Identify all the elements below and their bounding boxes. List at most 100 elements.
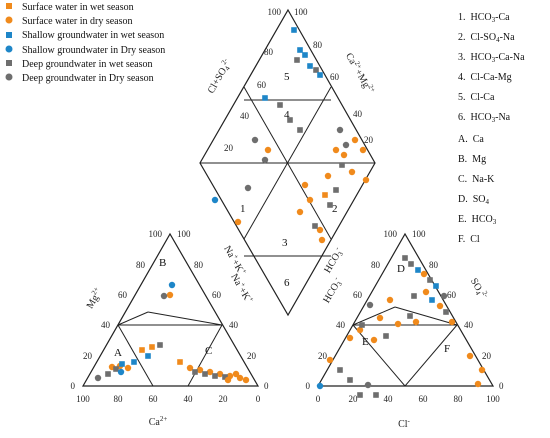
sample-point	[242, 376, 250, 384]
diamond-left-tick: 60	[257, 80, 267, 90]
sample-point	[326, 356, 334, 364]
sample-point	[415, 267, 421, 273]
type-key-3: 3. HCO3-Ca-Na	[458, 52, 525, 64]
sample-point	[478, 366, 486, 374]
sample-point	[294, 57, 300, 63]
diamond: 20 40 60 80 100 20 40 60 80 100 Cl+SO42-…	[199, 7, 377, 317]
sample-point	[291, 27, 297, 33]
sample-point	[412, 318, 420, 326]
type-key: 1. HCO3-Ca 2. Cl-SO4-Na 3. HCO3-Ca-Na 4. Cl-…	[458, 12, 525, 245]
type-key-c: C. Na-K	[458, 174, 495, 185]
anion-zone-line	[352, 306, 396, 326]
sample-point	[149, 344, 155, 350]
legend-item-surface-dry: Surface water in dry season	[5, 16, 133, 27]
diamond-right-tick: 100	[294, 7, 308, 17]
sample-point	[302, 52, 308, 58]
diamond-zone-2: 2	[332, 203, 338, 215]
cation-zone-b: B	[159, 257, 166, 269]
sample-point	[359, 146, 367, 154]
cation-right-axis-label: Na++K+	[228, 271, 256, 306]
cation-right-tick: 20	[247, 351, 257, 361]
diamond-right-axis-label: Ca2++Mg2+	[343, 50, 377, 96]
legend-marker-orange-circle	[5, 16, 13, 24]
cation-bottom-tick: 100	[76, 394, 90, 404]
legend-item-shallow-wet: Shallow groundwater in wet season	[6, 30, 164, 41]
anion-zone-line	[404, 324, 458, 387]
cation-zone-line	[117, 311, 149, 326]
anion-right-tick: 100	[412, 229, 426, 239]
sample-point	[316, 226, 324, 234]
sample-point	[443, 309, 449, 315]
cation-bottom-tick: 60	[149, 394, 159, 404]
type-key-f: F. Cl	[458, 234, 480, 245]
sample-point	[407, 313, 413, 319]
diamond-left-tick: 100	[268, 7, 282, 17]
sample-point	[306, 196, 314, 204]
sample-point	[177, 359, 183, 365]
diamond-zone-1: 1	[240, 203, 246, 215]
sample-point	[131, 359, 137, 365]
anion-triangle: 0 20 40 60 80 100 0 20 40 60 80 100 0 20…	[306, 229, 505, 430]
sample-point	[212, 373, 218, 379]
sample-point	[316, 382, 324, 390]
anion-left-axis-label: HCO3-	[320, 275, 346, 306]
cation-right-tick: 40	[229, 320, 239, 330]
anion-right-tick: 80	[429, 260, 439, 270]
sample-point	[94, 374, 102, 382]
legend-marker-gray-square	[6, 60, 12, 66]
sample-point	[427, 277, 433, 283]
sample-point	[433, 283, 439, 289]
sample-point	[332, 146, 340, 154]
sample-point	[297, 127, 303, 133]
legend-item-shallow-dry: Shallow groundwater in Dry season	[5, 45, 165, 56]
sample-point	[160, 292, 168, 300]
cation-left-tick: 40	[101, 320, 111, 330]
sample-point	[192, 369, 198, 375]
legend-item-surface-wet: Surface water in wet season	[6, 2, 134, 13]
diamond-zone-3: 3	[282, 237, 288, 249]
diamond-outline	[199, 8, 376, 317]
cation-zone-a: A	[114, 347, 122, 359]
anion-bottom-tick: 60	[419, 394, 429, 404]
sample-point	[124, 364, 132, 372]
sample-point	[244, 184, 252, 192]
type-key-6: 6. HCO3-Na	[458, 112, 511, 124]
sample-point	[386, 296, 394, 304]
sample-point	[307, 63, 313, 69]
sample-point	[342, 141, 350, 149]
sample-point	[206, 368, 214, 376]
legend-label: Deep groundwater in Dry season	[22, 73, 154, 84]
sample-point	[324, 172, 332, 180]
cation-bottom-axis-label: Ca2+	[149, 415, 168, 428]
type-key-4: 4. Cl-Ca-Mg	[458, 72, 512, 83]
sample-point	[336, 126, 344, 134]
legend-marker-blue-circle	[5, 45, 13, 53]
sample-point	[222, 374, 228, 380]
legend: Surface water in wet season Surface wate…	[5, 2, 165, 84]
cation-triangle: 100 80 60 40 20 0 0 20 40 60 80 100 0 20…	[71, 229, 270, 428]
cation-right-tick: 80	[194, 260, 204, 270]
sample-point	[440, 292, 448, 300]
anion-left-tick: 40	[336, 320, 346, 330]
sample-point	[166, 291, 174, 299]
type-key-e: E. HCO3	[458, 214, 497, 226]
sample-point	[301, 181, 309, 189]
sample-point	[420, 270, 428, 278]
diamond-right-tick: 80	[313, 40, 323, 50]
sample-point	[411, 293, 417, 299]
sample-point	[373, 392, 379, 398]
sample-point	[119, 361, 125, 367]
anion-left-tick: 0	[306, 381, 311, 391]
sample-point	[202, 371, 208, 377]
cation-zone-c: C	[205, 345, 212, 357]
diamond-zone-4: 4	[284, 109, 290, 121]
diamond-nak-label: Na++K+	[221, 243, 249, 278]
cation-zone-line	[147, 311, 223, 326]
diamond-left-axis-label: Cl+SO42-	[204, 56, 235, 96]
sample-point	[357, 392, 363, 398]
sample-point	[287, 117, 293, 123]
sample-point	[402, 255, 408, 261]
diamond-right-tick: 60	[330, 72, 340, 82]
cation-bottom-tick: 0	[256, 394, 261, 404]
cation-right-tick: 100	[177, 229, 191, 239]
